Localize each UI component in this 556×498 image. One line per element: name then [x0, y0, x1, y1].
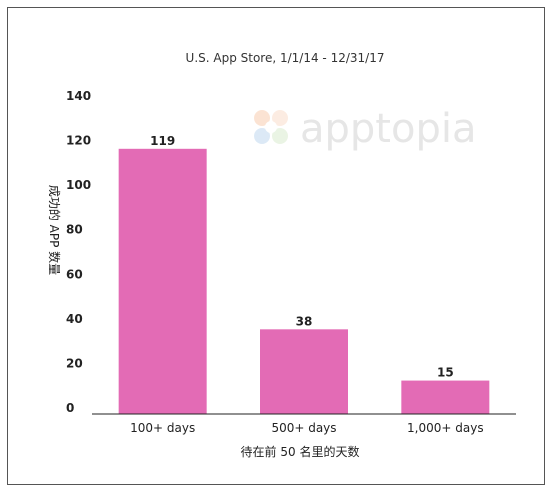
bar — [260, 329, 348, 414]
bar — [118, 148, 207, 415]
y-tick-label: 40 — [66, 312, 83, 326]
x-category-label: 100+ days — [130, 421, 195, 435]
y-tick-label: 100 — [66, 178, 91, 192]
apptopia-watermark: apptopia — [254, 106, 476, 152]
bar-value-label: 15 — [437, 366, 454, 380]
bars — [118, 148, 490, 415]
y-tick-label: 20 — [66, 356, 83, 370]
y-tick-label: 0 — [66, 401, 74, 415]
watermark-text: apptopia — [300, 106, 476, 152]
y-tick-label: 60 — [66, 267, 83, 281]
x-category-label: 1,000+ days — [407, 421, 484, 435]
y-tick-label: 80 — [66, 223, 83, 237]
x-category-label: 500+ days — [271, 421, 336, 435]
x-axis-title: 待在前 50 名里的天数 — [241, 444, 360, 459]
y-axis-ticks: 0 20 40 60 80 100 120 140 — [66, 89, 91, 415]
bar-value-label: 119 — [150, 134, 175, 148]
x-axis-categories: 100+ days 500+ days 1,000+ days — [130, 421, 483, 435]
chart-title: U.S. App Store, 1/1/14 - 12/31/17 — [186, 51, 385, 65]
bar — [401, 380, 490, 414]
apptopia-logo-icon — [254, 110, 288, 144]
y-axis-title: 成功的 APP 数量 — [47, 185, 62, 275]
data-labels: 119 38 15 — [150, 134, 454, 380]
y-tick-label: 120 — [66, 134, 91, 148]
bar-value-label: 38 — [296, 314, 313, 328]
y-tick-label: 140 — [66, 89, 91, 103]
